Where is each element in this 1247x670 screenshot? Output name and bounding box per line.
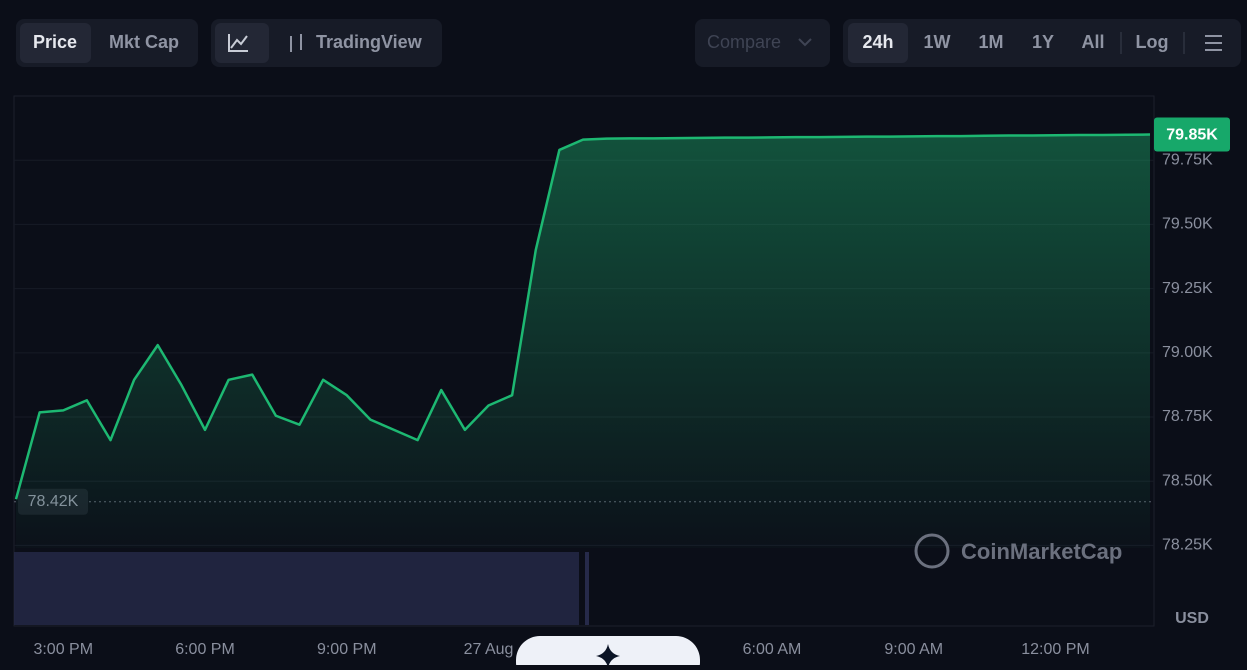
logo: [914, 533, 950, 569]
active-range: [848, 23, 908, 63]
active-tab: [20, 23, 91, 63]
plot: 78.25K 78.50K 78.75K 79.00K 79.25K 79.50K 79.7…: [14, 133, 1213, 658]
y-tick-label: 78.50K: [1162, 472, 1213, 489]
y-tick-label: 79.00K: [1162, 344, 1213, 361]
volume-bars: [14, 552, 579, 625]
tab-mktcap[interactable]: Mkt Cap: [109, 32, 179, 52]
chevron: [798, 38, 812, 47]
y-tick-label: 79.50K: [1162, 216, 1213, 233]
range-all[interactable]: All: [1081, 32, 1104, 52]
tradingview-button[interactable]: TradingView: [316, 32, 423, 52]
range-group: [843, 19, 1241, 67]
y-tick-label: 79.75K: [1162, 151, 1213, 168]
y-tick-label: 78.25K: [1162, 537, 1213, 554]
line-icon: [228, 34, 248, 52]
y-tick-label: 78.75K: [1162, 408, 1213, 425]
watermark: CoinMarketCap: [961, 539, 1122, 564]
range-1m[interactable]: 1M: [978, 32, 1003, 52]
current-price-box: [1154, 117, 1230, 152]
tab-price[interactable]: Price: [33, 32, 77, 52]
volume-bar: [585, 552, 589, 625]
settings-icon[interactable]: [1205, 35, 1222, 51]
x-tick-label: 3:00 PM: [33, 641, 93, 658]
range-1w[interactable]: 1W: [924, 32, 951, 52]
star-icon: [596, 644, 620, 668]
current-price-label: 79.85K: [1166, 127, 1218, 144]
currency-label: USD: [1175, 610, 1209, 627]
candle-icon: [290, 34, 302, 52]
compare-box: [695, 19, 830, 67]
log-button[interactable]: Log: [1136, 32, 1169, 52]
compare-button[interactable]: Compare: [707, 32, 781, 52]
x-tick-label: 6:00 AM: [743, 641, 802, 658]
x-tick-label: 9:00 PM: [317, 641, 377, 658]
range-24h[interactable]: 24h: [862, 32, 893, 52]
range-1y[interactable]: 1Y: [1032, 32, 1054, 52]
price-line: [14, 133, 1151, 500]
plot-frame: [13, 95, 1155, 627]
x-tick-label: 6:00 PM: [175, 641, 235, 658]
x-tick-label: 12:00 PM: [1021, 641, 1089, 658]
x-tick-label: 9:00 AM: [884, 641, 943, 658]
y-tick-label: 79.25K: [1162, 280, 1213, 297]
area-fill: [16, 134, 1150, 549]
x-tick-label: 27 Aug: [464, 641, 514, 658]
